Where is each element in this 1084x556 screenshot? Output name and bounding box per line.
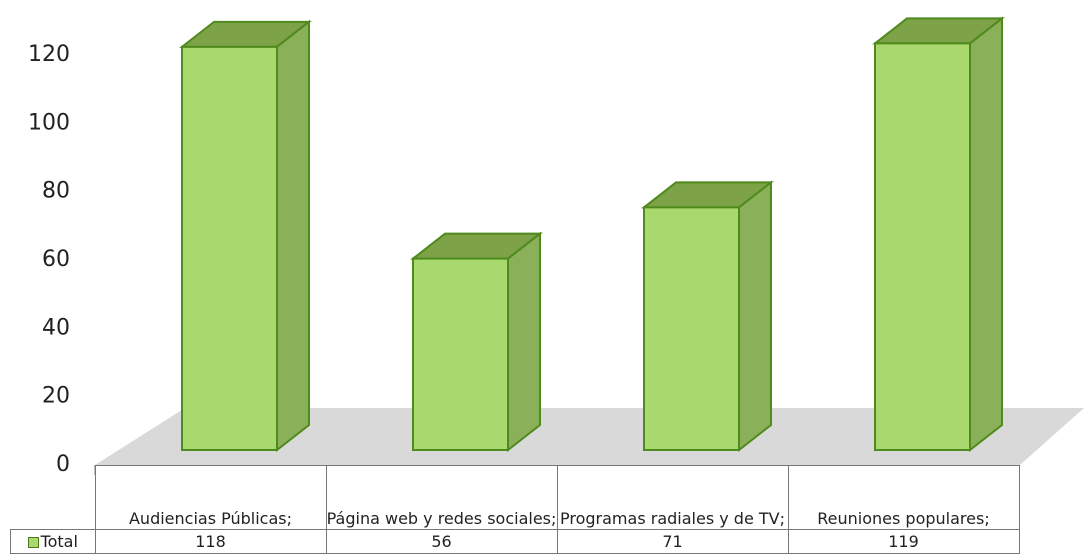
category-label: Reuniones populares; [787,465,1020,530]
y-tick-label: 20 [42,384,70,409]
y-tick-label: 60 [42,247,70,272]
bar-face [412,257,509,451]
y-tick-label: 100 [28,110,70,135]
y-tick-label: 80 [42,179,70,204]
bar [410,231,543,453]
bar [641,180,774,453]
category-label: Audiencias Públicas; [94,465,327,530]
value-row: Total 118 56 71 119 [10,529,1020,554]
value-label: 119 [787,529,1020,554]
empty-cell [10,465,96,530]
legend-cell: Total [10,529,96,554]
bar [872,16,1005,453]
category-row: Audiencias Públicas; Página web y redes s… [10,465,1020,530]
bar-face [643,206,740,451]
value-label: 56 [325,529,558,554]
y-tick-label: 40 [42,315,70,340]
category-label: Página web y redes sociales; [325,465,558,530]
category-label: Programas radiales y de TV; [556,465,789,530]
floor [95,408,1084,465]
y-tick-label: 120 [28,42,70,67]
bar-face [181,45,278,451]
value-label: 71 [556,529,789,554]
legend-swatch [27,536,39,548]
bar-face [874,42,971,451]
bar [179,19,312,453]
legend-label: Total [40,531,78,551]
value-label: 118 [94,529,327,554]
data-table: Audiencias Públicas; Página web y redes s… [10,465,1020,554]
bar-face [507,231,541,453]
bar-face [276,19,310,453]
bar-face [969,16,1003,453]
bar-face [738,180,772,453]
